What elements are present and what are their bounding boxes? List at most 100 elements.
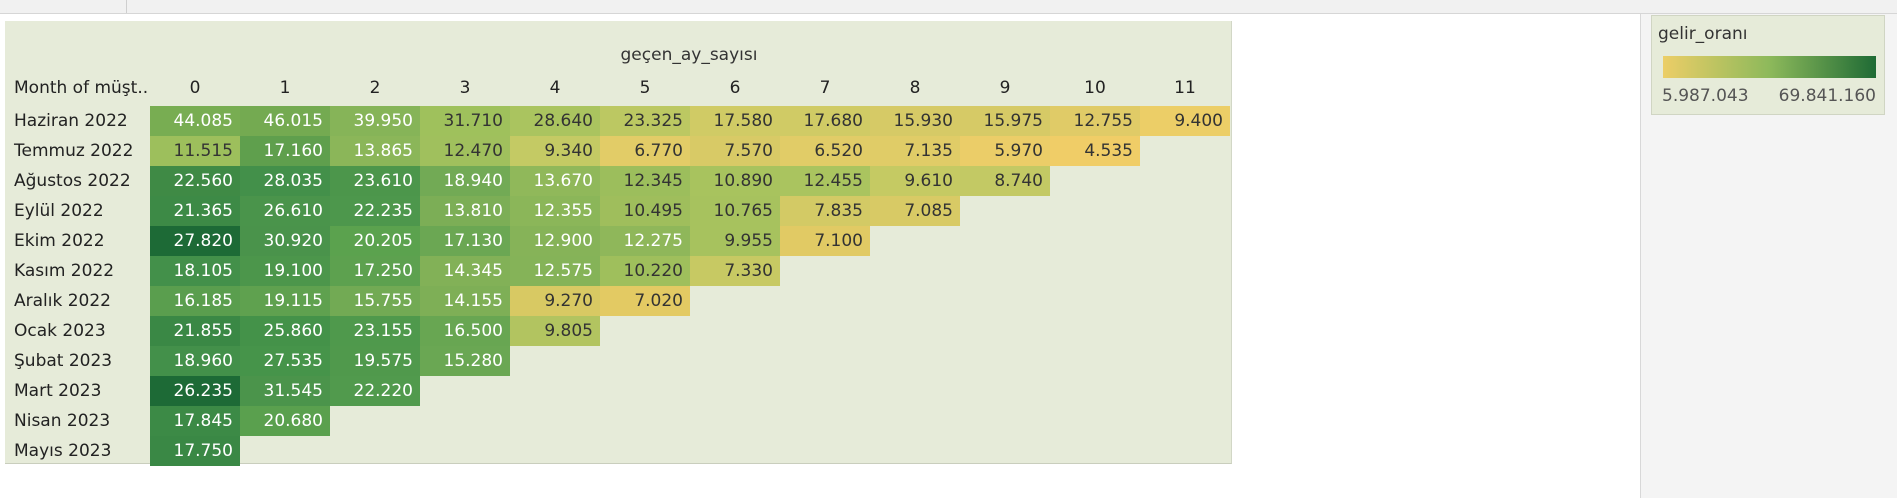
- heatmap-cell[interactable]: 10.495: [600, 196, 690, 226]
- row-label[interactable]: Mart 2023: [14, 381, 102, 401]
- heatmap-cell[interactable]: 9.955: [690, 226, 780, 256]
- heatmap-cell[interactable]: 7.330: [690, 256, 780, 286]
- heatmap-cell[interactable]: 9.340: [510, 136, 600, 166]
- heatmap-cell[interactable]: 17.250: [330, 256, 420, 286]
- heatmap-cell[interactable]: 13.865: [330, 136, 420, 166]
- heatmap-cell[interactable]: 17.160: [240, 136, 330, 166]
- heatmap-cell[interactable]: 31.545: [240, 376, 330, 406]
- heatmap-cell[interactable]: 27.535: [240, 346, 330, 376]
- heatmap-cell[interactable]: 19.115: [240, 286, 330, 316]
- heatmap-cell[interactable]: 7.835: [780, 196, 870, 226]
- heatmap-cell[interactable]: 7.135: [870, 136, 960, 166]
- row-label[interactable]: Haziran 2022: [14, 111, 128, 131]
- heatmap-cell[interactable]: 12.470: [420, 136, 510, 166]
- column-header-5[interactable]: 5: [639, 78, 651, 98]
- row-label[interactable]: Nisan 2023: [14, 411, 111, 431]
- heatmap-cell[interactable]: 15.930: [870, 106, 960, 136]
- heatmap-cell[interactable]: 12.275: [600, 226, 690, 256]
- heatmap-cell[interactable]: 44.085: [150, 106, 240, 136]
- color-legend[interactable]: gelir_oranı 5.987.043 69.841.160: [1651, 15, 1885, 115]
- row-axis-title[interactable]: Month of müşt..: [14, 78, 149, 98]
- heatmap-cell[interactable]: 21.365: [150, 196, 240, 226]
- heatmap-cell[interactable]: 12.575: [510, 256, 600, 286]
- heatmap-cell[interactable]: 12.755: [1050, 106, 1140, 136]
- column-header-9[interactable]: 9: [999, 78, 1011, 98]
- heatmap-cell[interactable]: 19.100: [240, 256, 330, 286]
- row-label[interactable]: Ağustos 2022: [14, 171, 131, 191]
- heatmap-cell[interactable]: 30.920: [240, 226, 330, 256]
- heatmap-cell[interactable]: 31.710: [420, 106, 510, 136]
- heatmap-cell[interactable]: 12.355: [510, 196, 600, 226]
- heatmap-cell[interactable]: 23.325: [600, 106, 690, 136]
- heatmap-cell[interactable]: 7.020: [600, 286, 690, 316]
- heatmap-cell[interactable]: 14.155: [420, 286, 510, 316]
- row-label[interactable]: Aralık 2022: [14, 291, 111, 311]
- column-header-7[interactable]: 7: [819, 78, 831, 98]
- heatmap-cell[interactable]: 15.755: [330, 286, 420, 316]
- heatmap-cell[interactable]: 9.610: [870, 166, 960, 196]
- heatmap-cell[interactable]: 10.765: [690, 196, 780, 226]
- heatmap-cell[interactable]: 22.560: [150, 166, 240, 196]
- heatmap-cell[interactable]: 13.810: [420, 196, 510, 226]
- heatmap-cell[interactable]: 28.035: [240, 166, 330, 196]
- column-header-8[interactable]: 8: [909, 78, 921, 98]
- column-header-1[interactable]: 1: [279, 78, 291, 98]
- heatmap-cell[interactable]: 26.235: [150, 376, 240, 406]
- heatmap-cell[interactable]: 9.400: [1140, 106, 1230, 136]
- heatmap-cell[interactable]: 28.640: [510, 106, 600, 136]
- heatmap-cell[interactable]: 12.455: [780, 166, 870, 196]
- heatmap-cell[interactable]: 9.805: [510, 316, 600, 346]
- heatmap-cell[interactable]: 6.770: [600, 136, 690, 166]
- row-label[interactable]: Ocak 2023: [14, 321, 106, 341]
- heatmap-cell[interactable]: 18.940: [420, 166, 510, 196]
- column-header-0[interactable]: 0: [189, 78, 201, 98]
- heatmap-cell[interactable]: 20.680: [240, 406, 330, 436]
- row-label[interactable]: Temmuz 2022: [14, 141, 134, 161]
- heatmap-cell[interactable]: 11.515: [150, 136, 240, 166]
- heatmap-cell[interactable]: 12.345: [600, 166, 690, 196]
- heatmap-cell[interactable]: 18.960: [150, 346, 240, 376]
- heatmap-cell[interactable]: 26.610: [240, 196, 330, 226]
- heatmap-cell[interactable]: 5.970: [960, 136, 1050, 166]
- column-header-4[interactable]: 4: [549, 78, 561, 98]
- heatmap-cell[interactable]: 12.900: [510, 226, 600, 256]
- heatmap-cell[interactable]: 7.085: [870, 196, 960, 226]
- heatmap-cell[interactable]: 23.610: [330, 166, 420, 196]
- heatmap-cell[interactable]: 25.860: [240, 316, 330, 346]
- heatmap-cell[interactable]: 10.890: [690, 166, 780, 196]
- heatmap-cell[interactable]: 39.950: [330, 106, 420, 136]
- row-label[interactable]: Ekim 2022: [14, 231, 105, 251]
- heatmap-cell[interactable]: 17.750: [150, 436, 240, 466]
- heatmap-cell[interactable]: 17.580: [690, 106, 780, 136]
- heatmap-cell[interactable]: 15.280: [420, 346, 510, 376]
- heatmap-cell[interactable]: 21.855: [150, 316, 240, 346]
- column-header-2[interactable]: 2: [369, 78, 381, 98]
- heatmap-cell[interactable]: 17.845: [150, 406, 240, 436]
- heatmap-cell[interactable]: 18.105: [150, 256, 240, 286]
- heatmap-cell[interactable]: 10.220: [600, 256, 690, 286]
- row-label[interactable]: Eylül 2022: [14, 201, 104, 221]
- heatmap-cell[interactable]: 4.535: [1050, 136, 1140, 166]
- row-label[interactable]: Şubat 2023: [14, 351, 113, 371]
- heatmap-cell[interactable]: 7.570: [690, 136, 780, 166]
- heatmap-cell[interactable]: 20.205: [330, 226, 420, 256]
- heatmap-cell[interactable]: 8.740: [960, 166, 1050, 196]
- heatmap-cell[interactable]: 19.575: [330, 346, 420, 376]
- heatmap-cell[interactable]: 23.155: [330, 316, 420, 346]
- heatmap-cell[interactable]: 16.500: [420, 316, 510, 346]
- heatmap-cell[interactable]: 22.235: [330, 196, 420, 226]
- heatmap-cell[interactable]: 14.345: [420, 256, 510, 286]
- heatmap-cell[interactable]: 27.820: [150, 226, 240, 256]
- column-header-3[interactable]: 3: [459, 78, 471, 98]
- heatmap-cell[interactable]: 17.680: [780, 106, 870, 136]
- heatmap-cell[interactable]: 6.520: [780, 136, 870, 166]
- heatmap-cell[interactable]: 13.670: [510, 166, 600, 196]
- heatmap-cell[interactable]: 22.220: [330, 376, 420, 406]
- heatmap-cell[interactable]: 46.015: [240, 106, 330, 136]
- row-label[interactable]: Mayıs 2023: [14, 441, 112, 461]
- column-header-11[interactable]: 11: [1174, 78, 1196, 98]
- heatmap-cell[interactable]: 16.185: [150, 286, 240, 316]
- column-header-10[interactable]: 10: [1084, 78, 1106, 98]
- row-label[interactable]: Kasım 2022: [14, 261, 115, 281]
- column-header-6[interactable]: 6: [729, 78, 741, 98]
